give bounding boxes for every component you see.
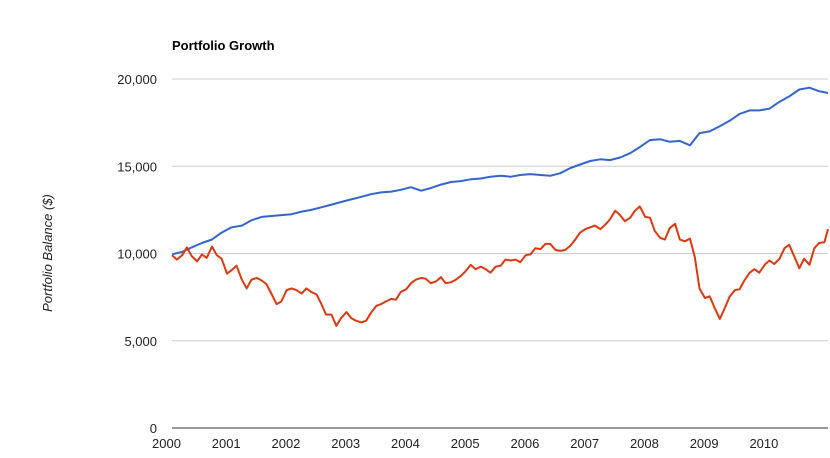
y-tick-label: 10,000 bbox=[117, 247, 157, 262]
series-line-blue bbox=[171, 86, 829, 256]
x-tick-label: 2003 bbox=[331, 436, 360, 451]
x-tick-label: 2008 bbox=[630, 436, 659, 451]
series-line-red bbox=[171, 205, 829, 327]
y-axis-ticks: 0 5,000 10,000 15,000 20,000 bbox=[117, 72, 157, 436]
y-tick-label: 5,000 bbox=[124, 334, 157, 349]
x-tick-label: 2010 bbox=[749, 436, 778, 451]
x-tick-label: 2006 bbox=[510, 436, 539, 451]
y-tick-label: 20,000 bbox=[117, 72, 157, 87]
x-tick-label: 2007 bbox=[570, 436, 599, 451]
x-tick-label: 2004 bbox=[391, 436, 420, 451]
y-axis-label: Portfolio Balance ($) bbox=[40, 194, 55, 312]
x-tick-label: 2002 bbox=[271, 436, 300, 451]
series-lines bbox=[171, 86, 829, 327]
x-tick-label: 2001 bbox=[212, 436, 241, 451]
gridlines bbox=[172, 78, 828, 429]
x-tick-label: 2009 bbox=[690, 436, 719, 451]
chart-title: Portfolio Growth bbox=[172, 38, 275, 53]
y-tick-label: 15,000 bbox=[117, 159, 157, 174]
x-tick-label: 2005 bbox=[451, 436, 480, 451]
x-tick-label: 2000 bbox=[152, 436, 181, 451]
y-tick-label: 0 bbox=[150, 421, 157, 436]
x-axis-ticks: 2000 2001 2002 2003 2004 2005 2006 2007 2008 2009… bbox=[152, 436, 778, 451]
